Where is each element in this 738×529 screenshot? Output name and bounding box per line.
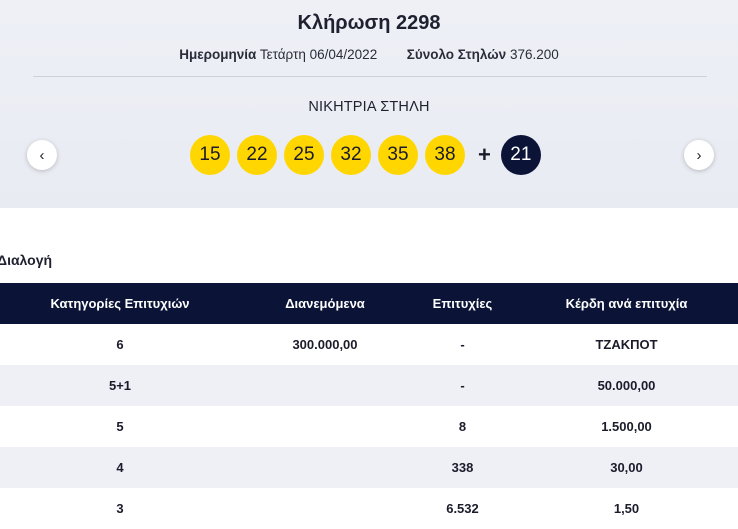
cell-distributed xyxy=(240,447,410,488)
columns-label: Σύνολο Στηλών xyxy=(406,47,507,62)
winning-numbers: 15 22 25 32 35 38 + 21 xyxy=(190,135,541,175)
prize-table: Κατηγορίες Επιτυχιών Διανεμόμενα Επιτυχί… xyxy=(0,283,738,529)
table-row: 4 338 30,00 xyxy=(0,447,738,488)
winning-number-ball: 15 xyxy=(190,135,230,175)
bonus-number-ball: 21 xyxy=(500,135,541,175)
winning-number-ball: 25 xyxy=(284,135,324,175)
winning-number-ball: 38 xyxy=(425,135,465,175)
cell-prize: 30,00 xyxy=(610,460,643,475)
table-header-row: Κατηγορίες Επιτυχιών Διανεμόμενα Επιτυχί… xyxy=(0,283,738,324)
cell-winners: 8 xyxy=(458,419,467,434)
date-label: Ημερομηνία xyxy=(179,47,257,62)
header-winners: Επιτυχίες xyxy=(432,296,493,311)
table-row: 5+1 - 50.000,00 xyxy=(0,365,738,406)
draw-title: Κλήρωση 2298 xyxy=(297,12,441,34)
table-row: 3 6.532 1,50 xyxy=(0,488,738,529)
header-prize-per-winner: Κέρδη ανά επιτυχία xyxy=(565,296,688,311)
columns-value: 376.200 xyxy=(509,47,559,62)
cell-winners: 6.532 xyxy=(446,501,479,516)
divider xyxy=(33,76,707,77)
winning-column-label: ΝΙΚΗΤΡΙΑ ΣΤΗΛΗ xyxy=(308,99,430,115)
cell-category: 5+1 xyxy=(108,378,132,393)
winning-number-ball: 35 xyxy=(378,135,418,175)
table-row: 6 300.000,00 - ΤΖΑΚΠΟΤ xyxy=(0,324,738,365)
draw-header-panel: Κλήρωση 2298 Ημερομηνία Τετάρτη 06/04/20… xyxy=(0,0,738,208)
header-distributed: Διανεμόμενα xyxy=(285,296,365,311)
cell-winners: - xyxy=(460,337,465,352)
cell-prize: 1,50 xyxy=(613,501,640,516)
date-value: Τετάρτη 06/04/2022 xyxy=(259,47,378,62)
plus-sign: + xyxy=(478,142,491,167)
cell-category: 3 xyxy=(116,501,124,516)
cell-distributed: 300.000,00 xyxy=(292,337,358,352)
cell-winners: 338 xyxy=(451,460,474,475)
cell-distributed xyxy=(240,488,410,529)
cell-distributed xyxy=(240,365,410,406)
header-category: Κατηγορίες Επιτυχιών xyxy=(50,296,190,311)
winning-number-ball: 22 xyxy=(237,135,277,175)
cell-prize: ΤΖΑΚΠΟΤ xyxy=(595,337,658,352)
next-draw-button[interactable]: › xyxy=(684,140,714,170)
chevron-left-icon: ‹ xyxy=(39,146,45,164)
cell-winners: - xyxy=(460,378,465,393)
cell-distributed xyxy=(240,406,410,447)
cell-category: 6 xyxy=(116,337,124,352)
cell-prize: 1.500,00 xyxy=(601,419,652,434)
chevron-right-icon: › xyxy=(696,146,702,164)
section-title: Διαλογή xyxy=(0,252,53,268)
draw-meta: Ημερομηνία Τετάρτη 06/04/2022 Σύνολο Στη… xyxy=(0,47,738,62)
previous-draw-button[interactable]: ‹ xyxy=(27,140,57,170)
table-row: 5 8 1.500,00 xyxy=(0,406,738,447)
cell-category: 5 xyxy=(116,419,124,434)
cell-prize: 50.000,00 xyxy=(597,378,656,393)
cell-category: 4 xyxy=(116,460,124,475)
winning-number-ball: 32 xyxy=(331,135,371,175)
